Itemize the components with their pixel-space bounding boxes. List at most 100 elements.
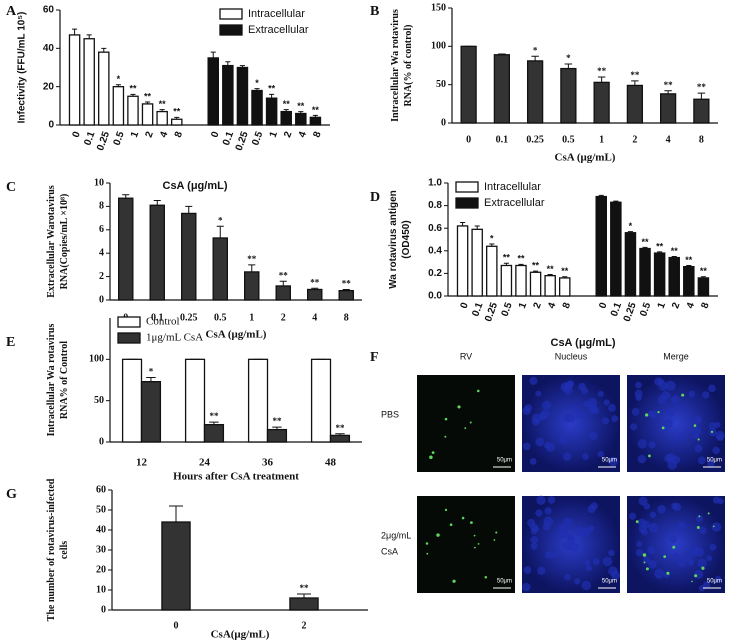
x-tick-label: 0 — [466, 134, 471, 145]
green-signal — [663, 555, 667, 559]
nucleus — [649, 511, 657, 519]
nucleus — [592, 558, 600, 566]
y-tick-label: 50 — [96, 504, 106, 515]
row-label: PBS — [381, 409, 399, 419]
nucleus — [688, 390, 696, 398]
nucleus — [714, 576, 722, 583]
error-bar — [225, 61, 231, 66]
x-tick-label: 0 — [174, 620, 179, 631]
legend-label: Extracellular — [248, 24, 309, 36]
bar — [493, 54, 511, 124]
x-tick-label: 0 — [597, 301, 609, 310]
bar — [460, 45, 477, 124]
error-bar — [631, 80, 639, 86]
y-tick-label: 60 — [43, 5, 55, 16]
y-tick-label: 0 — [99, 436, 104, 447]
significance-label: ** — [279, 270, 289, 280]
nucleus — [522, 582, 531, 592]
significance-label: ** — [297, 101, 305, 111]
x-tick-label: 1 — [249, 312, 254, 323]
x-tick-label: 2 — [532, 301, 544, 310]
nucleus — [542, 400, 552, 410]
significance-label: ** — [517, 254, 525, 264]
x-tick-label: 1 — [129, 130, 141, 139]
significance-label: * — [566, 53, 571, 63]
green-signal — [710, 430, 714, 434]
error-bar — [562, 276, 568, 278]
bar — [659, 93, 677, 124]
nucleus — [575, 410, 585, 420]
y-axis-label: (OD450) — [401, 220, 412, 258]
x-axis-label: CsA (μg/mL) — [163, 180, 228, 192]
significance-label: ** — [300, 583, 310, 593]
significance-label: ** — [671, 246, 679, 256]
y-tick-label: 0.4 — [428, 245, 442, 256]
significance-label: ** — [272, 416, 282, 426]
nucleus — [643, 502, 651, 510]
error-bar — [272, 426, 282, 430]
scale-bar-label: 50μm — [707, 458, 722, 464]
bar — [112, 86, 125, 126]
column-header: RV — [460, 351, 472, 361]
nucleus — [698, 526, 707, 535]
nucleus — [684, 554, 692, 562]
nucleus — [597, 450, 605, 458]
nucleus — [581, 452, 589, 460]
y-tick-label: 50 — [436, 79, 446, 90]
bar — [456, 225, 469, 297]
error-bar — [627, 231, 633, 233]
nucleus — [665, 380, 676, 391]
nucleus — [581, 580, 592, 591]
x-tick-label: 2 — [144, 130, 156, 139]
x-axis-label: Hours after CsA treatment — [173, 471, 299, 483]
nucleus — [635, 394, 643, 402]
legend-swatch — [117, 316, 141, 328]
green-signal — [661, 426, 665, 430]
row-label: CsA — [381, 546, 398, 556]
nucleus — [585, 564, 593, 572]
nucleus — [529, 457, 537, 465]
error-bar — [474, 225, 480, 230]
y-tick-label: 20 — [96, 564, 106, 575]
nucleus — [635, 381, 642, 389]
bar — [693, 98, 710, 124]
panel-letter: E — [6, 335, 15, 350]
y-tick-label: 2 — [99, 271, 104, 282]
nucleus — [629, 512, 637, 520]
green-signal — [473, 534, 476, 537]
nucleus — [602, 417, 610, 425]
x-tick-label: 4 — [297, 130, 309, 139]
bar — [610, 201, 622, 297]
bar — [265, 97, 278, 126]
nucleus — [558, 529, 568, 539]
significance-label: ** — [129, 84, 137, 94]
micrograph-image — [417, 375, 515, 472]
x-tick-label: 4 — [666, 134, 671, 145]
green-signal — [449, 523, 453, 527]
nucleus — [664, 454, 673, 463]
bar — [181, 212, 197, 301]
error-bar — [130, 93, 136, 97]
y-tick-label: 10 — [96, 584, 106, 595]
x-tick-label: 1 — [656, 301, 668, 310]
y-tick-label: 1.0 — [428, 178, 442, 189]
bar — [83, 38, 95, 126]
significance-label: * — [149, 367, 154, 377]
x-tick-label: 0.5 — [112, 130, 127, 147]
y-axis-label: Infectivity (FFU/mL 10⁵) — [17, 12, 28, 124]
error-bar — [671, 255, 677, 258]
legend-label: Control — [146, 316, 180, 328]
nucleus — [530, 542, 538, 550]
nucleus — [642, 520, 651, 529]
nucleus — [657, 378, 664, 385]
nucleus — [712, 496, 721, 504]
panel-letter: A — [6, 4, 17, 19]
error-bar — [174, 116, 180, 120]
panel-letter: D — [370, 190, 380, 205]
chart-panel: B 0 50 100 150 Intracellular Wa rotavirus RNA(… — [370, 2, 718, 164]
error-bar — [153, 200, 161, 206]
nucleus — [648, 441, 656, 449]
nucleus — [706, 555, 713, 562]
x-tick-label: 0.5 — [214, 312, 227, 323]
